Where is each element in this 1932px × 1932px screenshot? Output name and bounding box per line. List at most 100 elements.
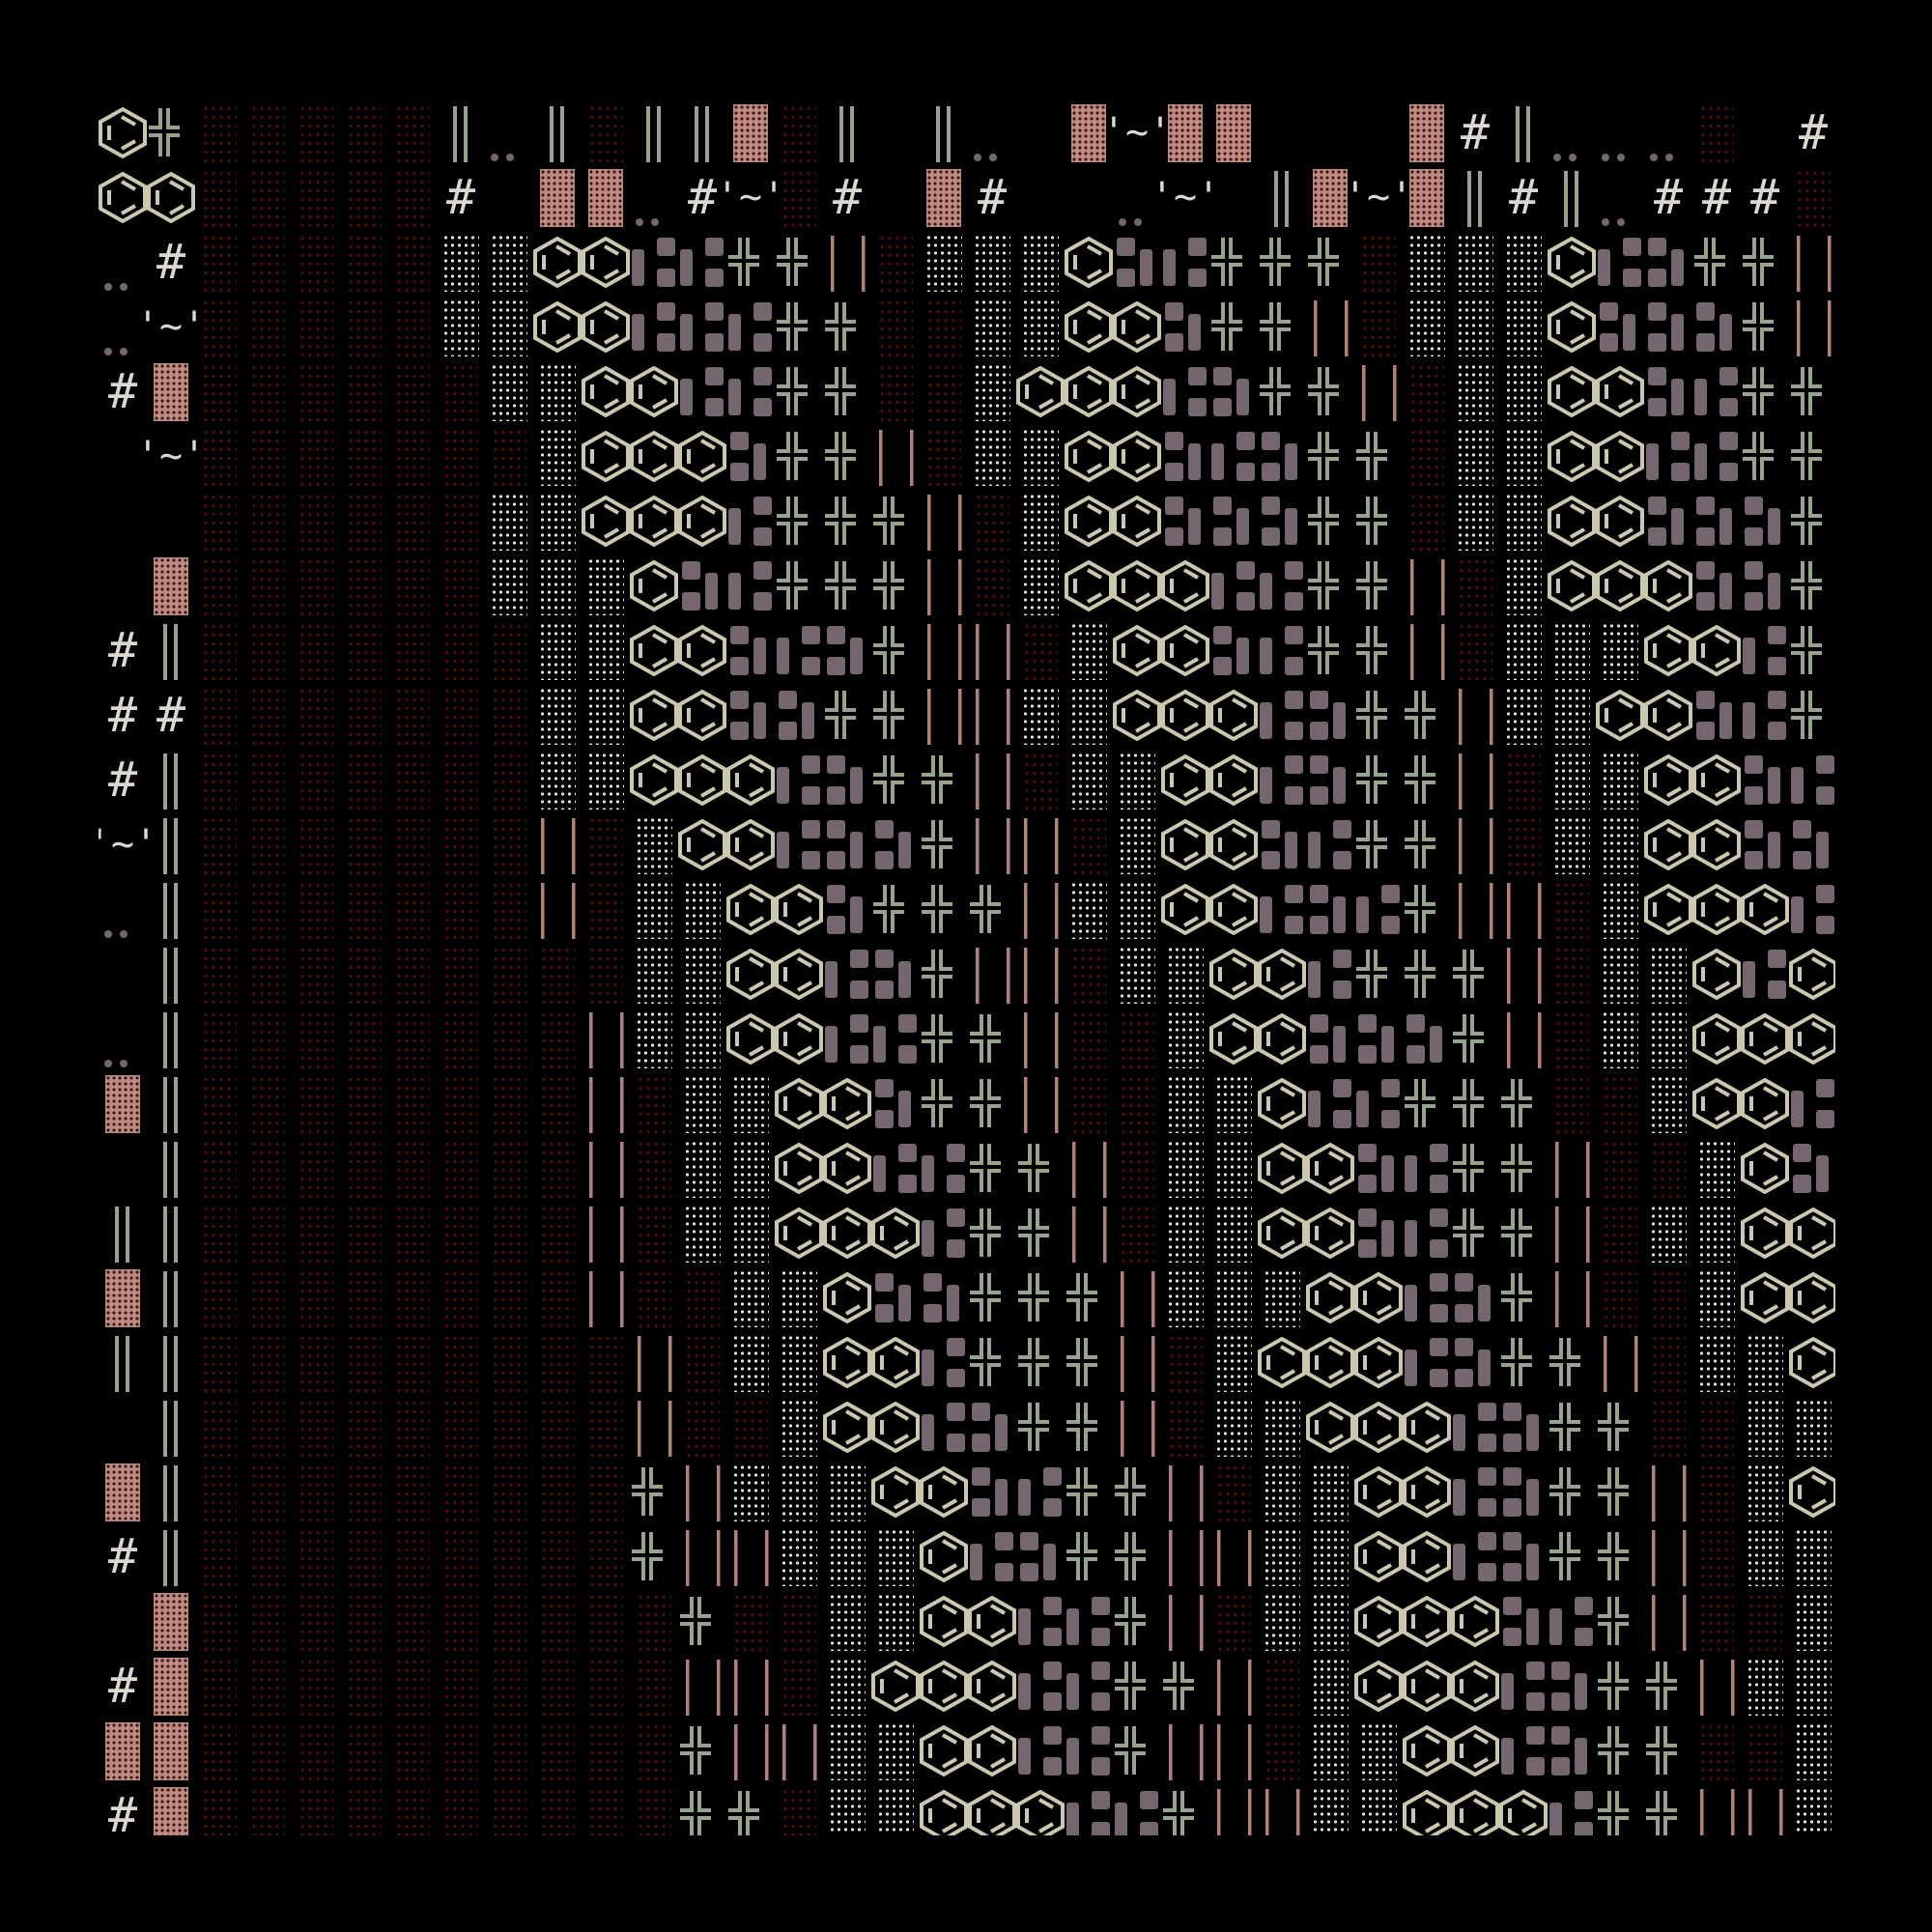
tilde-glyph-text: '~' (1343, 175, 1414, 219)
dark-dots-glyph-cell (871, 230, 920, 295)
dark-dots-glyph-cell (340, 1460, 388, 1524)
hexagon-glyph-cell (1548, 554, 1596, 618)
dark-dots-glyph-cell (485, 1524, 533, 1589)
cross-glyph-cell (678, 1783, 726, 1835)
purple-blocks-glyph-cell (1741, 618, 1789, 683)
dark-dots-glyph-cell (485, 1201, 533, 1265)
stipple-glyph-cell (485, 359, 533, 424)
dark-dots-glyph-cell (340, 1136, 388, 1201)
dark-dots-glyph-cell (195, 1071, 243, 1136)
stipple-glyph-cell (1113, 877, 1161, 942)
pink-block-glyph-cell (99, 1719, 147, 1783)
purple-blocks-glyph-cell (1548, 1719, 1596, 1783)
empty-glyph-cell (1016, 100, 1065, 165)
cross-glyph-cell (678, 1719, 726, 1783)
pink-lines-glyph-cell (678, 1654, 726, 1719)
dark-dots-glyph-cell (195, 1136, 243, 1201)
dark-dots-glyph-cell (195, 489, 243, 554)
hexagon-glyph-cell (823, 1136, 871, 1201)
dark-dots-glyph-cell (1161, 1395, 1209, 1460)
stipple-glyph-cell (582, 554, 630, 618)
double-line-glyph-cell (1548, 165, 1596, 230)
dark-dots-glyph-cell (388, 812, 437, 877)
dark-dots-glyph-cell (292, 748, 340, 812)
stipple-glyph-cell (1692, 1136, 1741, 1201)
hash-glyph-text: # (107, 752, 138, 808)
dark-dots-glyph-cell (1209, 1589, 1258, 1654)
hexagon-glyph-cell (1258, 1007, 1306, 1071)
pink-lines-glyph-cell (1113, 1330, 1161, 1395)
dark-dots-glyph-cell (195, 1719, 243, 1783)
dark-dots-glyph-cell (243, 424, 292, 489)
cross-glyph-cell (1499, 1136, 1548, 1201)
cross-glyph-cell (1741, 295, 1789, 359)
hexagon-glyph-cell (920, 1719, 968, 1783)
dark-dots-glyph-cell (340, 683, 388, 748)
stipple-glyph-cell (678, 942, 726, 1007)
dots-glyph-cell (968, 100, 1016, 165)
purple-blocks-glyph-cell (920, 1265, 968, 1330)
cross-glyph-cell (1789, 489, 1835, 554)
dark-dots-glyph-cell (630, 1071, 678, 1136)
stipple-glyph-cell (775, 1265, 823, 1330)
double-line-glyph-cell (99, 1201, 147, 1265)
dark-dots-glyph-cell (1451, 554, 1499, 618)
dark-dots-glyph-cell (243, 683, 292, 748)
pink-lines-glyph-cell (1016, 942, 1065, 1007)
stipple-glyph-cell (1258, 1395, 1306, 1460)
stipple-glyph-cell (726, 1136, 775, 1201)
purple-blocks-glyph-cell (1161, 359, 1209, 424)
dark-dots-glyph-cell (920, 295, 968, 359)
purple-blocks-glyph-cell (1306, 942, 1354, 1007)
dark-dots-glyph-cell (243, 230, 292, 295)
hexagon-glyph-cell (1306, 1136, 1354, 1201)
dark-dots-glyph-cell (582, 1395, 630, 1460)
stipple-glyph-cell (437, 295, 485, 359)
generative-glyph-grid: '~'####'~'##'~''~'#####'~'#'~'####'~'### (99, 100, 1835, 1835)
dark-dots-glyph-cell (292, 812, 340, 877)
dark-dots-glyph-cell (243, 1654, 292, 1719)
dark-dots-glyph-cell (195, 1589, 243, 1654)
dark-dots-glyph-cell (388, 748, 437, 812)
dark-dots-glyph-cell (1113, 1007, 1161, 1071)
purple-blocks-glyph-cell (1741, 942, 1789, 1007)
purple-blocks-glyph-cell (1161, 230, 1209, 295)
dark-dots-glyph-cell (1692, 1524, 1741, 1589)
hash-glyph-cell: # (99, 618, 147, 683)
stipple-glyph-cell (726, 1330, 775, 1395)
hash-glyph-cell: # (99, 1783, 147, 1835)
hexagon-glyph-cell (1451, 1589, 1499, 1654)
purple-blocks-glyph-cell (823, 1007, 871, 1071)
hexagon-glyph-cell (1403, 1654, 1451, 1719)
pink-lines-glyph-cell (968, 942, 1016, 1007)
purple-blocks-glyph-cell (920, 1136, 968, 1201)
dark-dots-glyph-cell (533, 1783, 582, 1835)
double-line-glyph-cell (823, 100, 871, 165)
dark-dots-glyph-cell (1403, 424, 1451, 489)
dark-dots-glyph-cell (485, 1654, 533, 1719)
cross-glyph-cell (1258, 359, 1306, 424)
dark-dots-glyph-cell (437, 359, 485, 424)
hexagon-glyph-cell (1258, 1330, 1306, 1395)
stipple-glyph-cell (678, 1071, 726, 1136)
dark-dots-glyph-cell (1016, 618, 1065, 683)
tilde-glyph-cell: '~' (136, 295, 206, 359)
cross-glyph-cell (1258, 295, 1306, 359)
double-line-glyph-cell (147, 942, 195, 1007)
hash-glyph-cell: # (147, 230, 195, 295)
pink-lines-glyph-cell (726, 1524, 775, 1589)
dark-dots-glyph-cell (871, 359, 920, 424)
purple-blocks-glyph-cell (823, 812, 871, 877)
stipple-glyph-cell (1451, 489, 1499, 554)
purple-blocks-glyph-cell (726, 424, 775, 489)
dark-dots-glyph-cell (533, 1719, 582, 1783)
dark-dots-glyph-cell (582, 1783, 630, 1835)
cross-glyph-cell (968, 1136, 1016, 1201)
hexagon-glyph-cell (1644, 554, 1692, 618)
dark-dots-glyph-cell (195, 1654, 243, 1719)
dark-dots-glyph-cell (1692, 1719, 1741, 1783)
pink-lines-glyph-cell (1161, 1460, 1209, 1524)
pink-lines-glyph-cell (726, 1654, 775, 1719)
dark-dots-glyph-cell (340, 295, 388, 359)
cross-glyph-cell (1209, 295, 1258, 359)
